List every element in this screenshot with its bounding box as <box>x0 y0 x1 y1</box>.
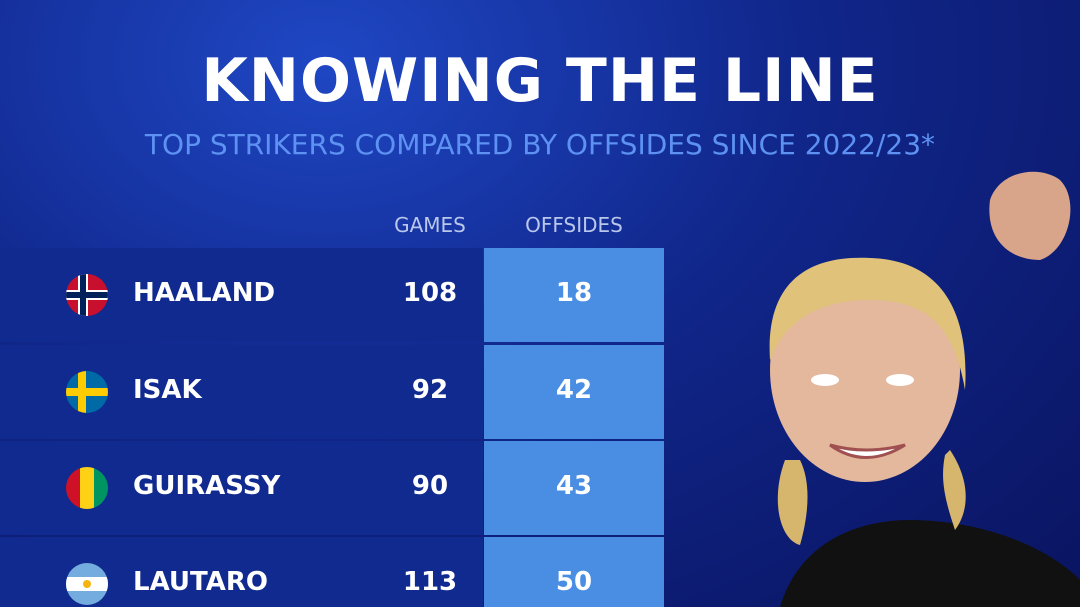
table-row: GUIRASSY 90 43 <box>0 441 664 535</box>
flag-argentina <box>66 563 108 605</box>
table-row: HAALAND 108 18 <box>0 248 664 342</box>
offsides: 50 <box>555 567 593 597</box>
games: 108 <box>402 278 458 308</box>
player-name: HAALAND <box>133 278 276 308</box>
games: 92 <box>411 375 449 405</box>
column-header: OFFSIDES <box>525 213 623 237</box>
player-name: GUIRASSY <box>133 471 281 501</box>
title: KNOWING THE LINE <box>201 46 879 116</box>
subtitle: TOP STRIKERS COMPARED BY OFFSIDES SINCE … <box>144 128 936 161</box>
flag-sweden <box>66 371 108 413</box>
table-row: ISAK 92 42 <box>0 345 664 439</box>
player-name: ISAK <box>133 375 202 405</box>
player-name: LAUTARO <box>133 567 268 597</box>
flag-norway <box>66 274 108 316</box>
games: 113 <box>402 567 458 597</box>
offsides: 43 <box>555 471 593 501</box>
games: 90 <box>411 471 449 501</box>
player-photo <box>769 171 1080 607</box>
column-header: GAMES <box>394 213 466 237</box>
offsides: 18 <box>555 278 593 308</box>
offsides: 42 <box>555 375 593 405</box>
table-row: LAUTARO 113 50 <box>0 537 664 607</box>
flag-guinea <box>66 467 108 509</box>
